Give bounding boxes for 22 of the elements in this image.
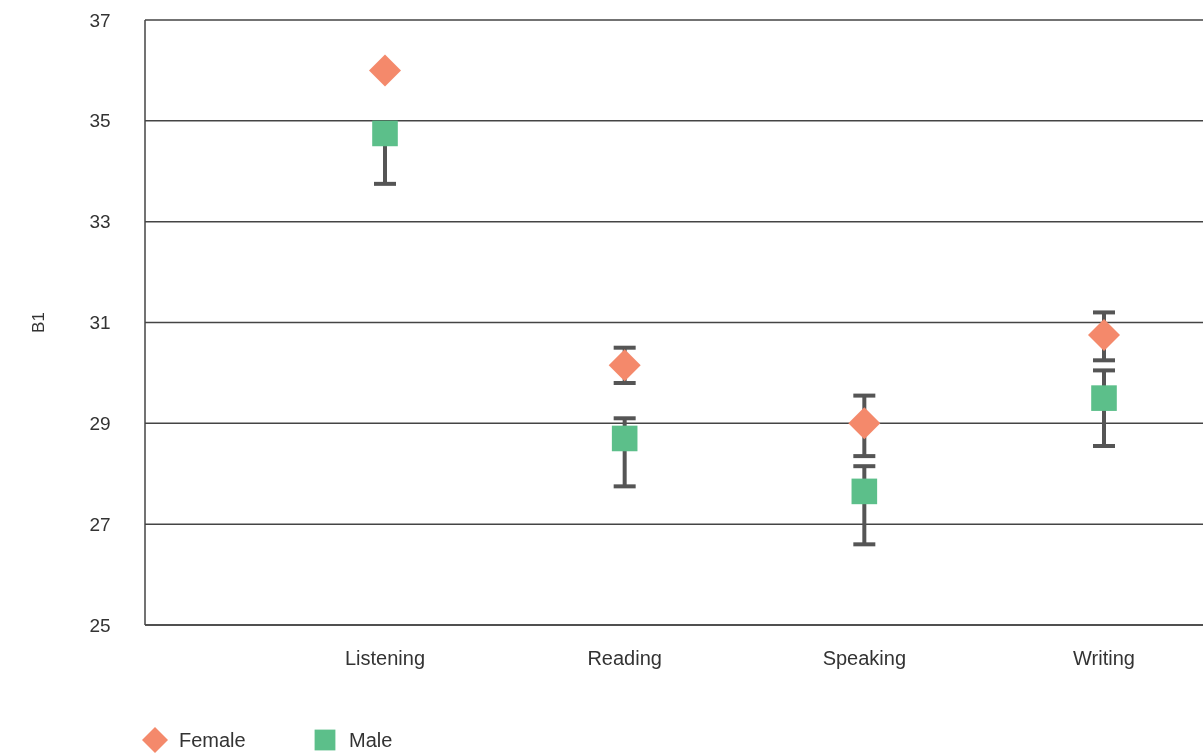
y-tick-label: 33 [89, 211, 111, 233]
y-tick-label: 35 [89, 110, 111, 132]
point [372, 120, 398, 147]
y-tick-label: 31 [89, 312, 111, 334]
point [1088, 319, 1120, 352]
point [1091, 385, 1117, 411]
x-tick-label: Reading [587, 647, 662, 669]
x-tick-label: Speaking [822, 647, 907, 669]
y-tick-label: 29 [89, 412, 111, 434]
point [369, 54, 401, 87]
x-tick-label: Writing [1073, 647, 1135, 669]
point [608, 349, 641, 382]
point [848, 407, 881, 440]
y-tick-label: 37 [89, 9, 111, 31]
x-tick-label: Listening [344, 647, 426, 669]
legend-label: Female [179, 729, 246, 751]
y-tick-label: 25 [89, 614, 111, 636]
y-tick-label: 27 [89, 513, 111, 535]
point [611, 425, 638, 452]
y-axis-title: B1 [28, 312, 48, 333]
point [851, 478, 878, 505]
legend-label: Male [349, 729, 393, 751]
